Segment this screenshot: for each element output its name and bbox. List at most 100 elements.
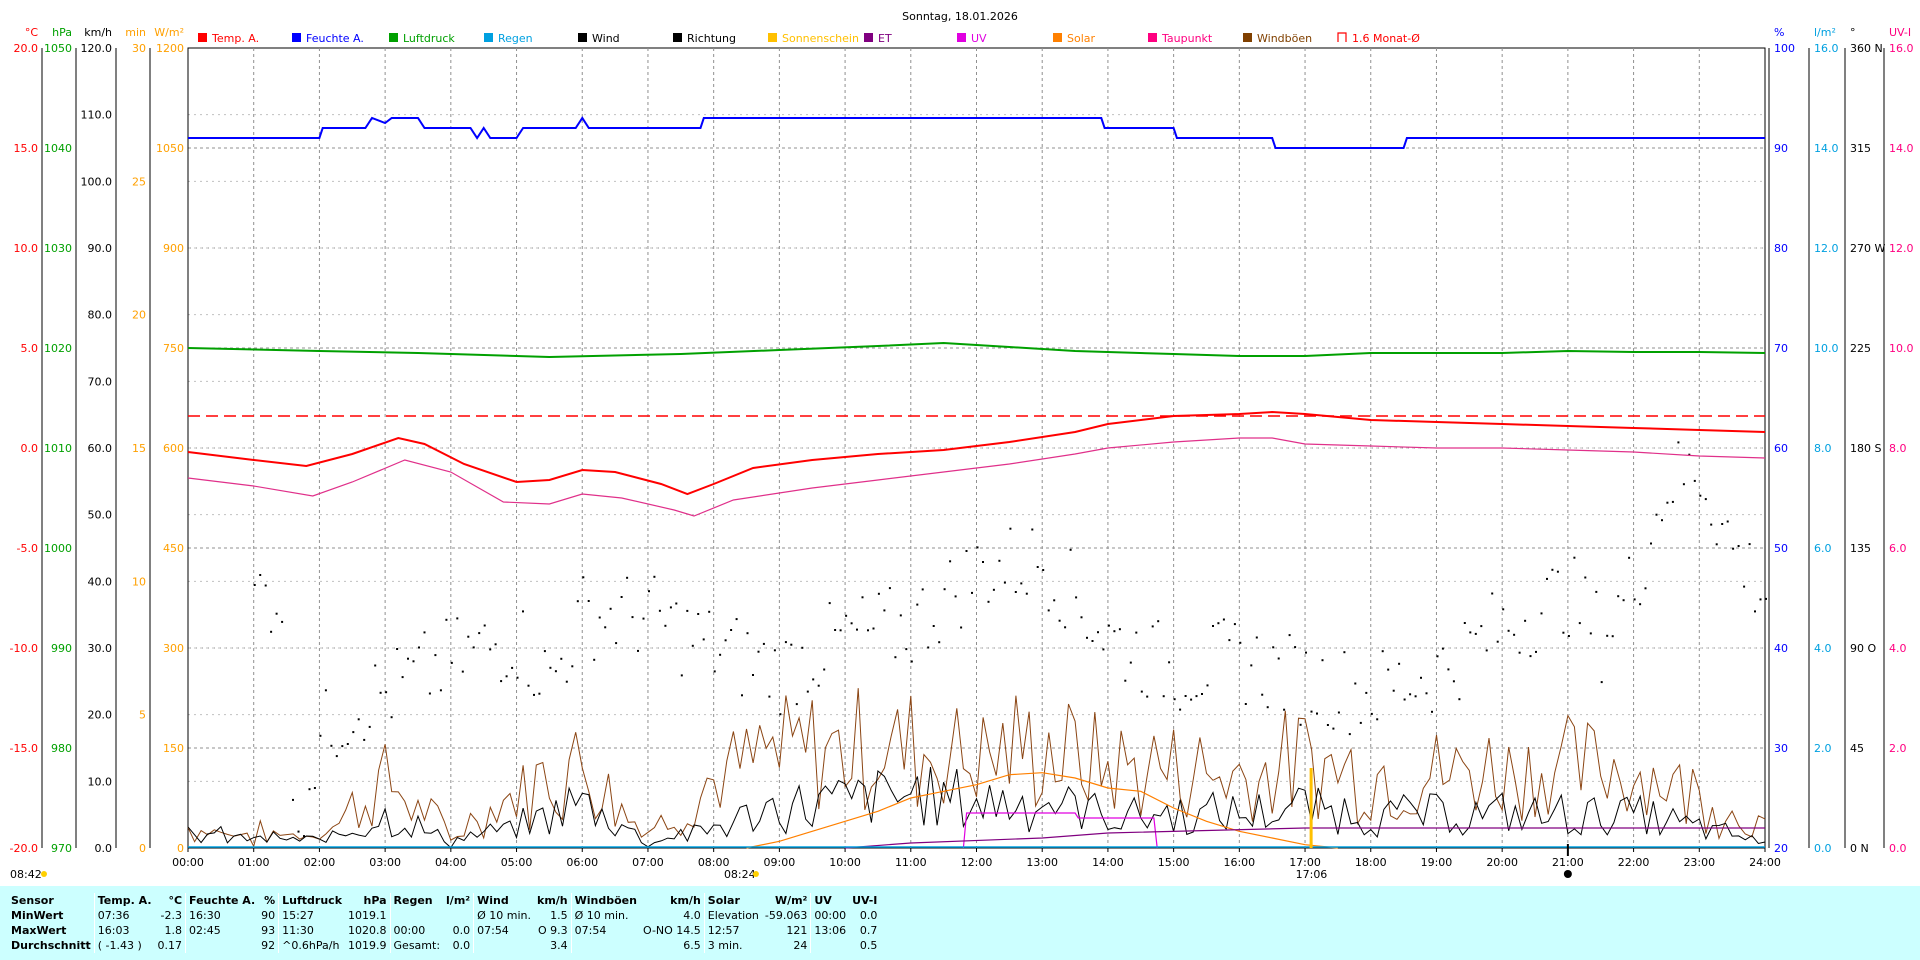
direction-dot bbox=[1299, 723, 1302, 726]
legend-swatch-3 bbox=[484, 33, 493, 42]
direction-dot bbox=[1425, 692, 1428, 695]
axis-wind-tick-5: 70.0 bbox=[88, 375, 113, 388]
summary-cell: Ø 10 min. bbox=[570, 908, 640, 923]
axis-uvi-tick-6: 4.0 bbox=[1889, 642, 1907, 655]
direction-dot bbox=[708, 610, 711, 613]
direction-dot bbox=[658, 609, 661, 612]
direction-dot bbox=[511, 666, 514, 669]
direction-dot bbox=[1441, 647, 1444, 650]
direction-dot bbox=[1244, 703, 1247, 705]
axis-uvi-tick-4: 8.0 bbox=[1889, 442, 1907, 455]
axis-uvi-tick-7: 2.0 bbox=[1889, 742, 1907, 755]
legend-label-0: Temp. A. bbox=[211, 32, 259, 45]
legend-swatch-0 bbox=[198, 33, 207, 42]
axis-direction-tick-3: 225 bbox=[1850, 342, 1871, 355]
summary-cell: ^0.6hPa/h bbox=[278, 938, 346, 953]
direction-dot bbox=[1754, 610, 1756, 613]
axis-wind-tick-2: 100.0 bbox=[81, 175, 113, 188]
direction-dot bbox=[1666, 501, 1669, 504]
direction-dot bbox=[752, 674, 754, 676]
direction-dot bbox=[1042, 569, 1045, 571]
direction-dot bbox=[1431, 710, 1433, 713]
direction-dot bbox=[456, 617, 459, 620]
direction-dot bbox=[702, 638, 705, 641]
direction-dot bbox=[259, 574, 262, 576]
summary-row-avg: Durchschnitt( -1.43 ) 0.17 92 ^0.6hPa/h 1019… bbox=[8, 938, 880, 953]
direction-dot bbox=[626, 576, 629, 579]
direction-dot bbox=[1617, 595, 1620, 598]
x-tick-label-11: 11:00 bbox=[895, 856, 927, 869]
axis-temp-tick-2: 10.0 bbox=[14, 242, 39, 255]
axis-solar-tick-7: 150 bbox=[163, 742, 184, 755]
summary-row-max: MaxWert 16:03 1.8 02:45 93 11:30 1020.8 00:00 0.… bbox=[8, 923, 880, 938]
legend-label-2: Luftdruck bbox=[403, 32, 455, 45]
direction-dot bbox=[554, 670, 557, 673]
summary-cell: 07:36 bbox=[93, 908, 155, 923]
series-solar bbox=[746, 772, 1338, 849]
summary-cell: UV-I bbox=[852, 894, 878, 907]
legend-label-5: Richtung bbox=[687, 32, 736, 45]
axis-unit-humidity: % bbox=[1774, 26, 1784, 39]
summary-cell: Regen bbox=[389, 893, 444, 908]
direction-dot bbox=[1611, 635, 1614, 638]
axis-humidity-tick-1: 90 bbox=[1774, 142, 1788, 155]
summary-cell bbox=[570, 938, 640, 953]
axis-wind-tick-3: 90.0 bbox=[88, 242, 113, 255]
direction-dot bbox=[899, 614, 902, 617]
axis-minutes-tick-6: 0 bbox=[139, 842, 146, 855]
direction-dot bbox=[1693, 479, 1696, 482]
direction-dot bbox=[1551, 568, 1554, 571]
axis-rain-tick-5: 6.0 bbox=[1814, 542, 1832, 555]
direction-dot bbox=[867, 629, 869, 632]
legend-label-12: 1.6 Monat-Ø bbox=[1352, 32, 1420, 45]
direction-dot bbox=[346, 743, 349, 745]
direction-dot bbox=[631, 616, 634, 619]
direction-dot bbox=[1031, 528, 1034, 531]
direction-dot bbox=[834, 629, 837, 631]
direction-dot bbox=[686, 609, 689, 612]
legend-swatch-8 bbox=[957, 33, 966, 42]
x-tick-label-13: 13:00 bbox=[1026, 856, 1058, 869]
direction-dot bbox=[921, 588, 924, 591]
summary-cell: W/m² bbox=[774, 894, 808, 907]
summary-cell: 24 bbox=[793, 939, 808, 952]
x-tick-label-14: 14:00 bbox=[1092, 856, 1124, 869]
direction-dot bbox=[1321, 659, 1324, 662]
axis-pressure-tick-8: 970 bbox=[51, 842, 72, 855]
axis-direction-tick-2: 270 W bbox=[1850, 242, 1885, 255]
direction-dot bbox=[1606, 634, 1609, 637]
direction-dot bbox=[982, 561, 984, 563]
direction-dot bbox=[1179, 708, 1182, 711]
summary-cell: Elevation bbox=[703, 908, 762, 923]
direction-dot bbox=[1529, 655, 1532, 658]
summary-cell: 12:57 bbox=[703, 923, 762, 938]
axis-pressure-tick-3: 1020 bbox=[44, 342, 72, 355]
direction-dot bbox=[1600, 681, 1603, 684]
direction-dot bbox=[368, 725, 371, 728]
direction-dot bbox=[1316, 712, 1318, 715]
direction-dot bbox=[697, 613, 700, 615]
direction-dot bbox=[1288, 634, 1291, 637]
direction-dot bbox=[856, 628, 858, 631]
summary-cell: 0.0 bbox=[452, 924, 471, 937]
direction-dot bbox=[1704, 498, 1707, 501]
direction-dot bbox=[1124, 679, 1127, 682]
axis-temp-tick-3: 5.0 bbox=[21, 342, 39, 355]
x-tick-label-17: 17:00 bbox=[1289, 856, 1321, 869]
direction-dot bbox=[1562, 631, 1565, 634]
summary-cell: 0.17 bbox=[157, 939, 183, 952]
direction-dot bbox=[746, 632, 749, 635]
direction-dot bbox=[1201, 693, 1203, 695]
x-tick-label-24: 24:00 bbox=[1749, 856, 1781, 869]
direction-dot bbox=[412, 660, 415, 663]
summary-cell: 1.8 bbox=[164, 924, 183, 937]
direction-dot bbox=[582, 576, 585, 579]
axis-pressure-tick-1: 1040 bbox=[44, 142, 72, 155]
direction-dot bbox=[976, 546, 979, 549]
direction-dot bbox=[954, 595, 957, 598]
direction-dot bbox=[1348, 733, 1351, 736]
direction-dot bbox=[1737, 545, 1740, 547]
direction-dot bbox=[1677, 441, 1680, 444]
direction-dot bbox=[1190, 698, 1193, 701]
axis-wind-tick-12: 0.0 bbox=[95, 842, 113, 855]
